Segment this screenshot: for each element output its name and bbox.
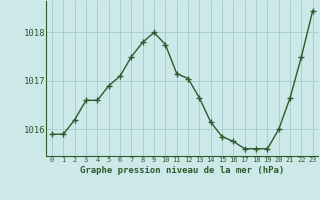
X-axis label: Graphe pression niveau de la mer (hPa): Graphe pression niveau de la mer (hPa) [80, 166, 284, 175]
